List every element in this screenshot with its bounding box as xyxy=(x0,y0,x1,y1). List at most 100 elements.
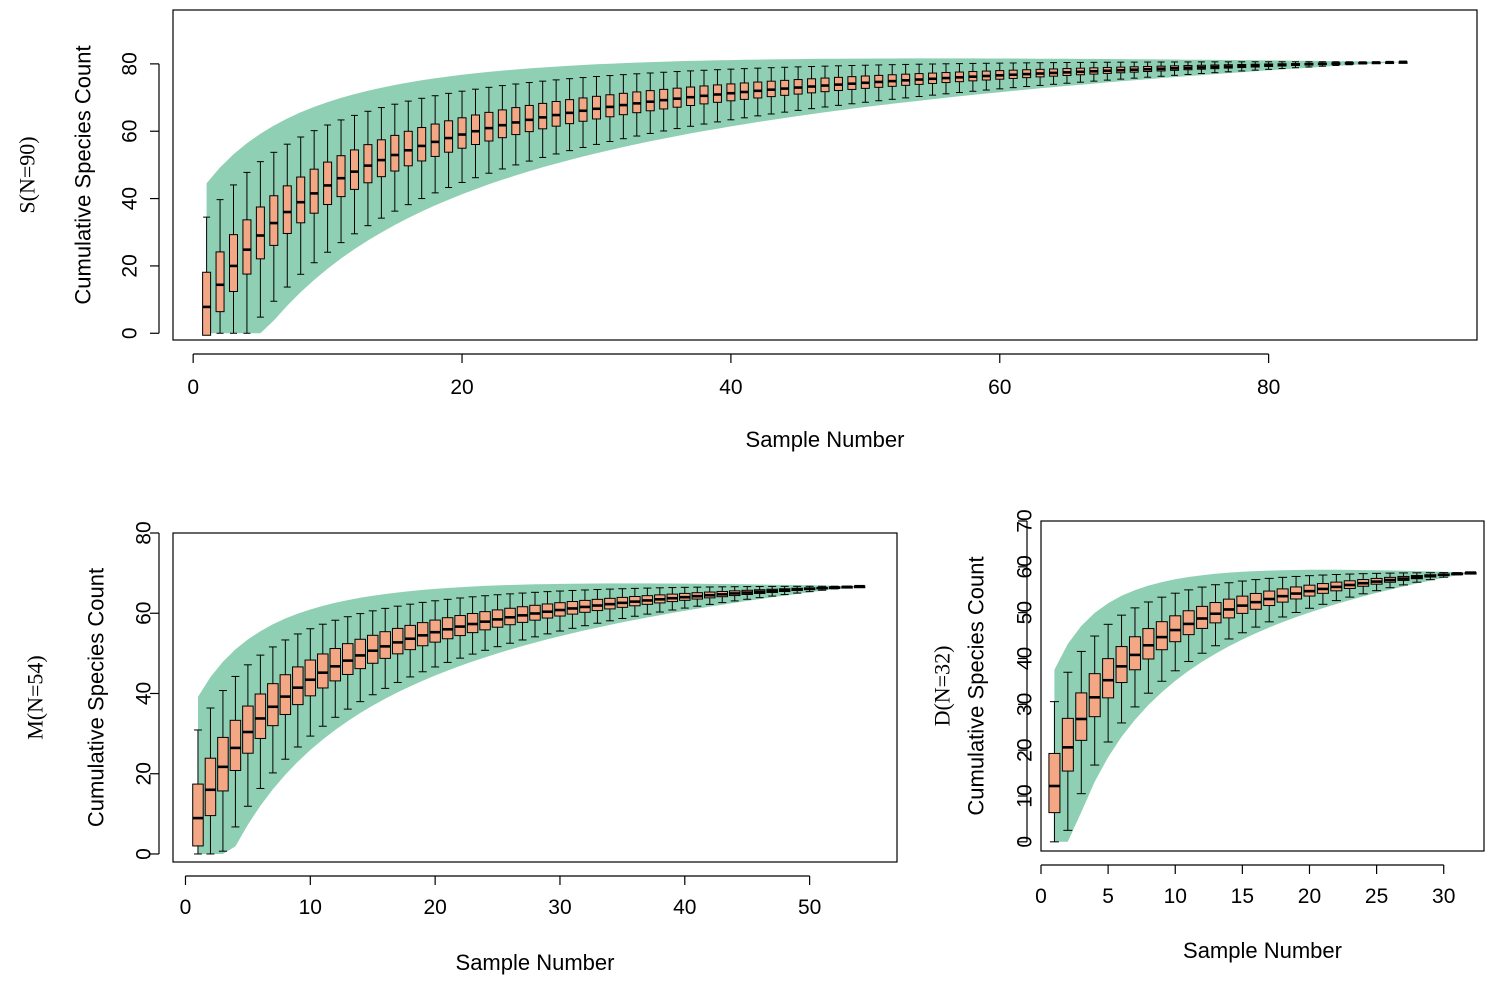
box-88 xyxy=(1371,61,1381,65)
box-body xyxy=(1142,628,1155,660)
box-body xyxy=(279,674,292,715)
box-body xyxy=(376,139,386,178)
box-9 xyxy=(292,633,304,748)
box-15 xyxy=(390,103,400,212)
x-tick-label: 10 xyxy=(1164,885,1187,908)
box-3 xyxy=(217,690,229,852)
box-51 xyxy=(816,585,828,591)
box-42 xyxy=(753,67,763,117)
box-body xyxy=(1155,621,1168,651)
box-18 xyxy=(404,603,416,678)
box-2 xyxy=(215,199,225,334)
box-7 xyxy=(267,646,279,774)
box-89 xyxy=(1385,60,1395,65)
box-19 xyxy=(1290,575,1303,613)
box-54 xyxy=(914,63,924,97)
box-body xyxy=(379,631,391,659)
box-29 xyxy=(1424,572,1437,581)
box-body xyxy=(282,185,292,234)
y-tick-label: 40 xyxy=(119,187,142,210)
box-39 xyxy=(712,69,722,123)
box-75 xyxy=(1196,61,1206,75)
x-tick-label: 40 xyxy=(673,896,696,919)
box-31 xyxy=(605,75,615,143)
box-body xyxy=(317,653,329,689)
box-57 xyxy=(954,63,964,94)
box-body xyxy=(202,271,212,336)
box-38 xyxy=(699,69,709,125)
box-32 xyxy=(1464,571,1477,575)
box-61 xyxy=(1008,62,1018,89)
box-86 xyxy=(1344,61,1354,66)
box-body xyxy=(309,168,319,214)
box-25 xyxy=(524,82,534,162)
box-23 xyxy=(1343,573,1356,598)
box-13 xyxy=(342,616,354,710)
box-82 xyxy=(1291,61,1301,69)
confidence-band xyxy=(206,58,1404,334)
box-37 xyxy=(641,587,654,615)
box-body xyxy=(267,683,279,727)
box-80 xyxy=(1264,61,1274,70)
box-10 xyxy=(1169,592,1182,672)
box-3 xyxy=(228,184,238,334)
box-33 xyxy=(632,73,642,137)
box-67 xyxy=(1089,61,1099,82)
box-4 xyxy=(242,171,252,334)
box-20 xyxy=(457,90,467,183)
box-body xyxy=(192,783,204,847)
box-46 xyxy=(753,585,766,599)
box-body xyxy=(1128,636,1141,671)
box-74 xyxy=(1183,61,1193,75)
box-49 xyxy=(791,585,803,594)
box-23 xyxy=(466,596,479,655)
box-50 xyxy=(860,64,870,103)
box-body xyxy=(228,234,238,292)
group-label: S(N=90) xyxy=(15,136,40,213)
box-38 xyxy=(654,587,666,613)
box-48 xyxy=(778,585,791,596)
group-label: D(N=32) xyxy=(930,646,955,727)
box-30 xyxy=(1437,572,1450,578)
box-7 xyxy=(1128,607,1141,708)
box-77 xyxy=(1223,61,1233,73)
box-25 xyxy=(1370,572,1383,592)
x-tick-label: 0 xyxy=(1035,885,1047,908)
box-51 xyxy=(874,64,884,102)
box-8 xyxy=(296,136,306,275)
x-tick-label: 40 xyxy=(719,376,742,399)
box-14 xyxy=(376,107,386,219)
box-body xyxy=(242,219,252,275)
y-tick-label: 20 xyxy=(133,762,156,785)
y-tick-label: 20 xyxy=(119,254,142,277)
box-42 xyxy=(704,586,716,605)
y-tick-label: 10 xyxy=(1014,784,1037,807)
box-31 xyxy=(1451,572,1464,576)
box-27 xyxy=(551,79,561,155)
box-31 xyxy=(566,589,579,629)
box-35 xyxy=(659,71,669,132)
y-tick-label: 40 xyxy=(133,682,156,705)
box-27 xyxy=(516,592,529,641)
box-body xyxy=(1115,646,1128,684)
box-60 xyxy=(995,62,1005,90)
box-18 xyxy=(430,95,440,194)
box-body xyxy=(1048,752,1061,814)
box-body xyxy=(457,117,467,149)
box-body xyxy=(242,705,254,754)
box-28 xyxy=(1410,572,1423,583)
box-72 xyxy=(1156,61,1166,77)
x-axis-title: Sample Number xyxy=(1183,938,1342,963)
box-body xyxy=(269,195,279,246)
box-10 xyxy=(304,628,317,737)
chart-m: 0 10 20 30 40 50 Sample Number 0 20 40 60 80 Cumulat… xyxy=(23,521,898,975)
box-30 xyxy=(591,76,601,145)
box-body xyxy=(403,130,413,167)
box-21 xyxy=(441,598,454,663)
box-17 xyxy=(1263,577,1276,623)
box-73 xyxy=(1170,61,1180,76)
box-66 xyxy=(1075,61,1085,83)
box-87 xyxy=(1358,61,1368,65)
box-6 xyxy=(254,654,267,789)
box-43 xyxy=(716,586,728,604)
